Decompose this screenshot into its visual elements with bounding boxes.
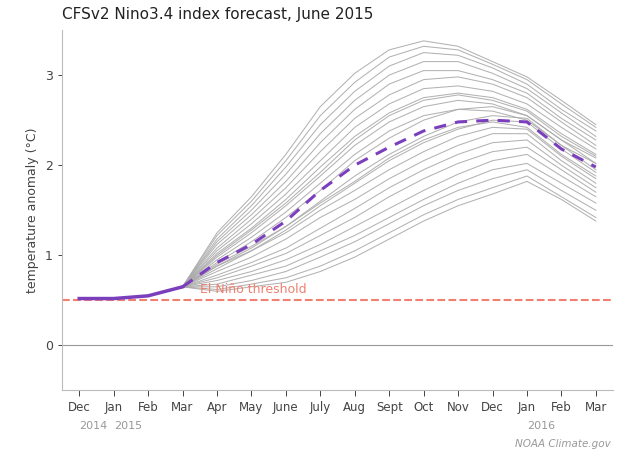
Text: NOAA Climate.gov: NOAA Climate.gov (515, 439, 611, 449)
Text: CFSv2 Nino3.4 index forecast, June 2015: CFSv2 Nino3.4 index forecast, June 2015 (62, 7, 373, 22)
Y-axis label: temperature anomaly (°C): temperature anomaly (°C) (27, 128, 40, 293)
Text: 2014: 2014 (79, 421, 107, 431)
Text: 2015: 2015 (113, 421, 142, 431)
Text: El Niño threshold: El Niño threshold (200, 283, 306, 296)
Text: 2016: 2016 (527, 421, 555, 431)
